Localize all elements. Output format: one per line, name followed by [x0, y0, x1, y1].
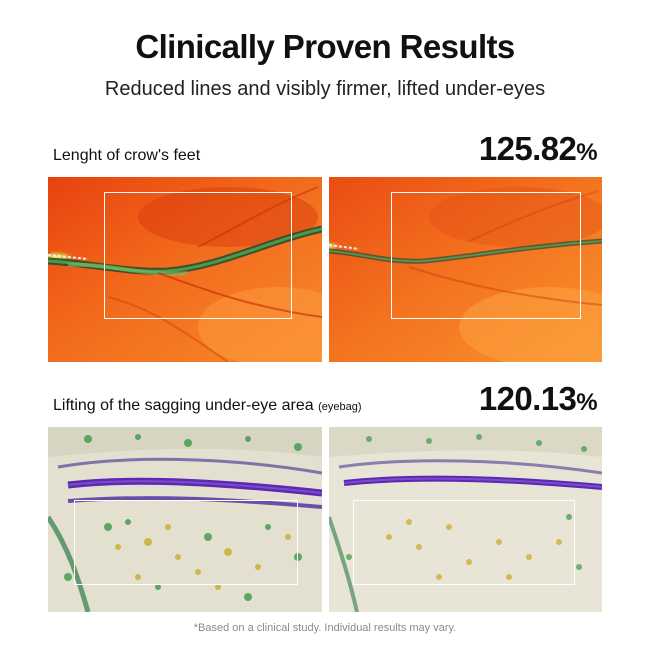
- under-eye-before-focus-box: [74, 500, 298, 585]
- crows-feet-after-image: [329, 177, 602, 362]
- under-eye-before-image: [48, 427, 322, 612]
- page-subtitle: Reduced lines and visibly firmer, lifted…: [104, 78, 546, 100]
- under-eye-label-text: Lifting of the sagging under-eye area: [53, 397, 314, 414]
- crows-feet-value-number: 125.82: [478, 130, 577, 167]
- under-eye-label-note: (eyebag): [318, 401, 362, 413]
- crows-feet-after-focus-box: [391, 192, 581, 319]
- crows-feet-value: 125.82%: [478, 130, 598, 168]
- under-eye-value-unit: %: [576, 389, 597, 416]
- crows-feet-label: Lenght of crow's feet: [53, 147, 200, 165]
- footnote: *Based on a clinical study. Individual r…: [193, 622, 457, 634]
- under-eye-after-image: [329, 427, 602, 612]
- under-eye-after-focus-box: [353, 500, 575, 585]
- under-eye-label: Lifting of the sagging under-eye area (e…: [53, 397, 362, 415]
- crows-feet-value-unit: %: [576, 139, 597, 166]
- crows-feet-before-focus-box: [104, 192, 292, 319]
- under-eye-value: 120.13%: [478, 380, 598, 418]
- crows-feet-label-text: Lenght of crow's feet: [53, 147, 201, 164]
- crows-feet-before-image: [48, 177, 322, 362]
- page-title: Clinically Proven Results: [135, 28, 515, 65]
- under-eye-value-number: 120.13: [478, 380, 577, 417]
